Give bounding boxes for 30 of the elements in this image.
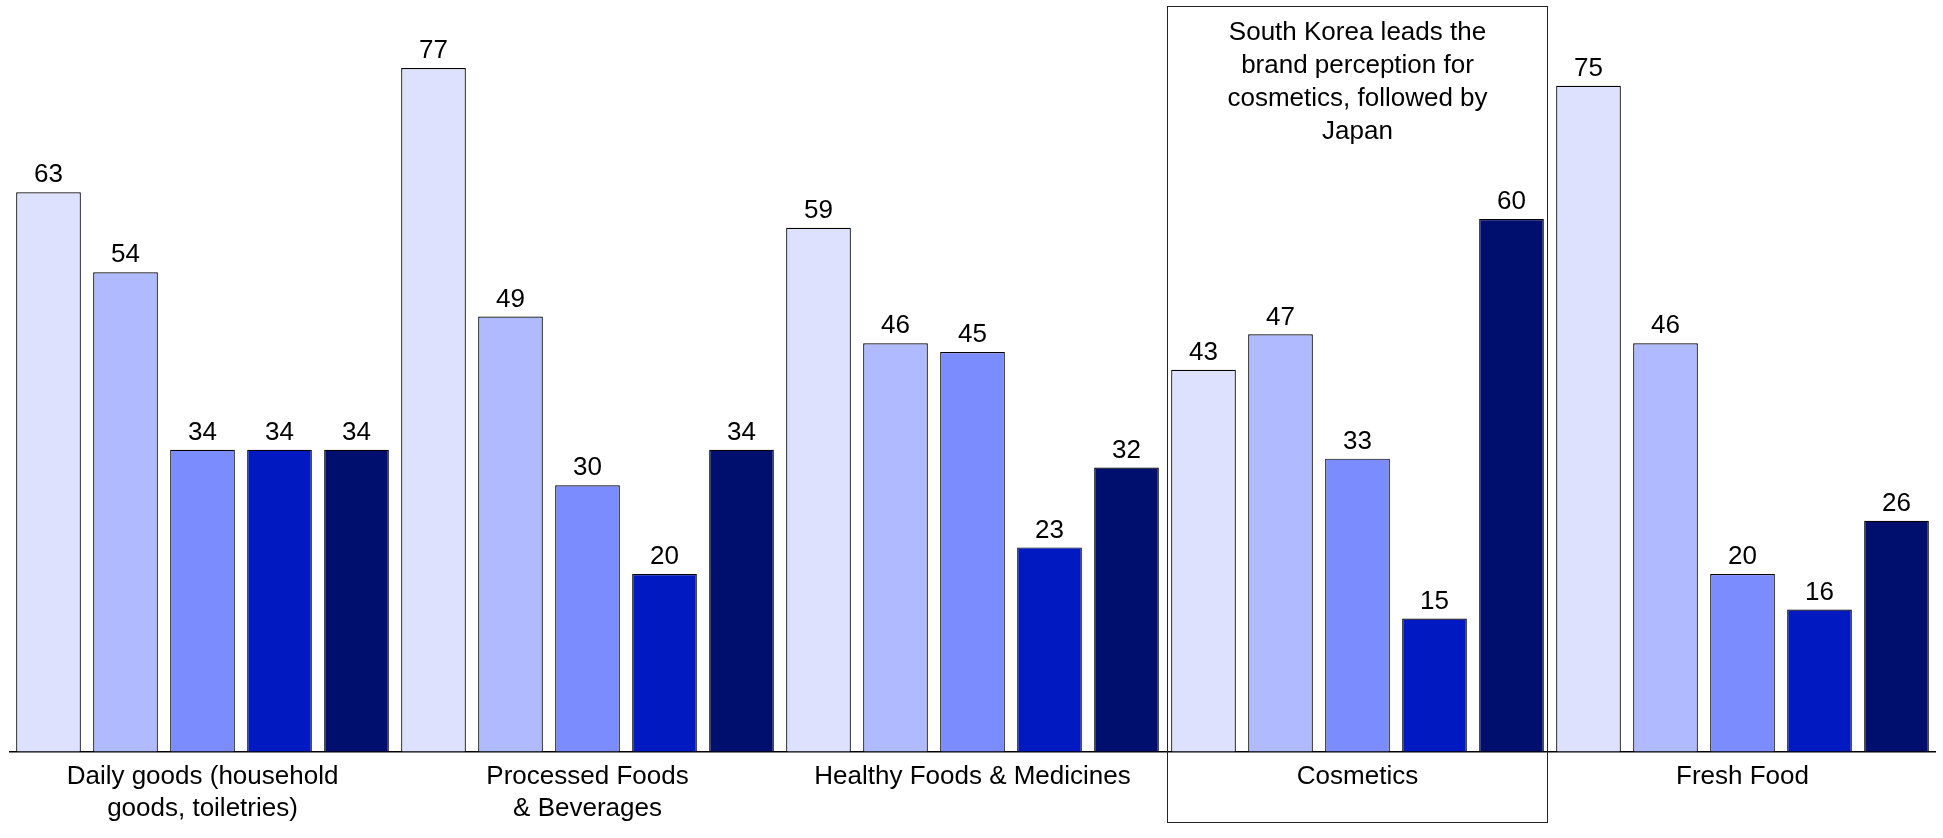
data-label: 60 [1497,185,1526,216]
data-label: 16 [1805,575,1834,606]
data-label: 34 [265,415,294,446]
data-label: 45 [958,318,987,349]
data-label: 15 [1420,584,1449,615]
data-label: 43 [1189,336,1218,367]
data-label: 30 [573,451,602,482]
data-label: 34 [188,415,217,446]
data-label: 63 [34,158,63,189]
x-tick-label: Processed Foods & Beverages [486,760,689,822]
x-tick-label: Fresh Food [1676,760,1809,791]
data-label: 54 [111,238,140,269]
data-label: 77 [419,34,448,65]
data-label: 20 [1728,540,1757,571]
data-label: 49 [496,282,525,313]
data-label: 26 [1882,486,1911,517]
data-label: 33 [1343,424,1372,455]
data-label: 34 [342,415,371,446]
x-tick-label: Daily goods (household goods, toiletries) [66,760,339,822]
data-label: 34 [727,415,756,446]
data-label: 59 [804,193,833,224]
data-label: 75 [1574,51,1603,82]
x-tick-label: Cosmetics [1296,760,1419,791]
data-label: 32 [1112,433,1141,464]
data-label: 47 [1266,300,1295,331]
data-label: 20 [650,540,679,571]
data-label: 23 [1035,513,1064,544]
data-label: 46 [881,309,910,340]
data-label: 46 [1651,309,1680,340]
x-tick-label: Healthy Foods & Medicines [814,760,1131,791]
